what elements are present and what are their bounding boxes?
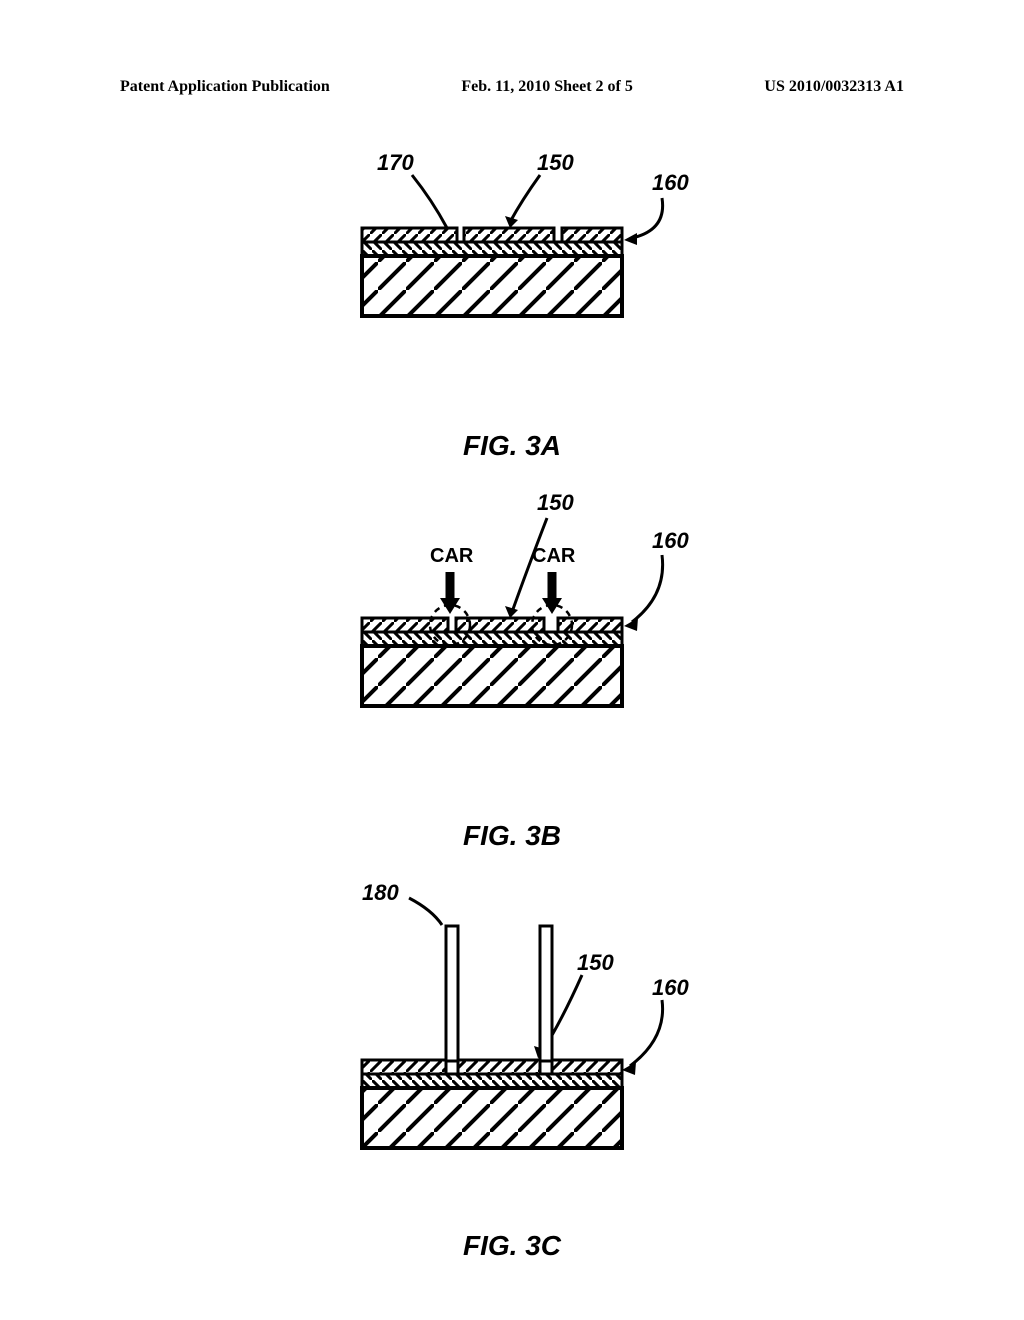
figure-3b: 150 160 CAR CAR [0, 490, 1024, 852]
figure-3b-caption: FIG. 3B [463, 820, 561, 852]
figure-3c-svg [322, 880, 702, 1180]
header-right: US 2010/0032313 A1 [764, 78, 904, 96]
figure-3a: 170 150 160 [0, 150, 1024, 462]
ref-label-160c: 160 [652, 975, 689, 1001]
header-left: Patent Application Publication [120, 78, 330, 96]
figure-3a-caption: FIG. 3A [463, 430, 561, 462]
car-label-1: CAR [430, 545, 473, 568]
ref-label-160b: 160 [652, 528, 689, 554]
ref-label-160: 160 [652, 170, 689, 196]
ref-label-180: 180 [362, 880, 399, 906]
car-label-2: CAR [532, 545, 575, 568]
figure-3b-svg [322, 490, 702, 770]
figure-3c-caption: FIG. 3C [463, 1230, 561, 1262]
ref-label-170: 170 [377, 150, 414, 176]
ref-label-150b: 150 [537, 490, 574, 516]
page-header: Patent Application Publication Feb. 11, … [0, 78, 1024, 96]
ref-label-150c: 150 [577, 950, 614, 976]
figure-3a-svg [322, 150, 702, 380]
header-center: Feb. 11, 2010 Sheet 2 of 5 [461, 78, 633, 96]
figure-3c: 180 150 160 [0, 880, 1024, 1262]
ref-label-150: 150 [537, 150, 574, 176]
